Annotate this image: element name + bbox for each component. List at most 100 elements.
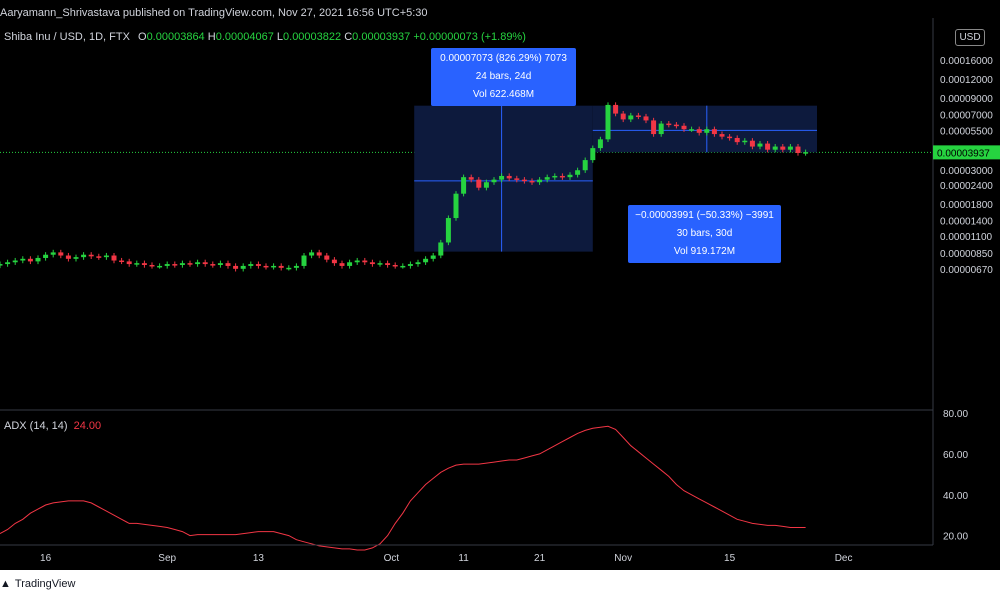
price-tick-label: 0.00012000 (940, 75, 993, 86)
candle-body (803, 152, 809, 154)
candle-body (491, 179, 497, 183)
candle-body (552, 175, 558, 178)
time-tick-label: Sep (158, 553, 176, 564)
time-tick-label: Nov (614, 553, 632, 564)
candle-body (749, 140, 755, 147)
candle-body (772, 146, 778, 150)
open-value: 0.00003864 (146, 31, 205, 43)
candle-body (202, 262, 208, 265)
candle-body (240, 265, 246, 269)
candle-body (119, 260, 125, 263)
candle-body (407, 264, 413, 266)
time-tick-label: 13 (253, 553, 265, 564)
last-price-label: 0.00003937 (937, 148, 990, 159)
candle-body (354, 260, 360, 263)
candle-body (195, 262, 201, 265)
candle-body (278, 265, 284, 268)
high-value: 0.00004067 (215, 31, 274, 43)
adx-legend[interactable]: ADX (14, 14) 24.00 (4, 420, 101, 432)
candle-body (81, 254, 87, 258)
candle-body (483, 182, 489, 188)
candle-body (43, 254, 49, 258)
candle-body (286, 267, 292, 270)
tradingview-icon: ▲ (0, 578, 11, 590)
price-tick-label: 0.00007000 (940, 111, 993, 122)
time-tick-label: Oct (384, 553, 400, 564)
adx-value: 24.00 (73, 420, 102, 432)
price-tick-label: 0.00000670 (940, 265, 993, 276)
candle-body (35, 257, 41, 262)
candle-body (233, 265, 239, 269)
candle-body (666, 123, 672, 126)
candle-body (50, 252, 56, 255)
measure-down-volume: Vol 919.172M (673, 246, 736, 257)
candle-body (544, 177, 550, 180)
adx-tick-label: 40.00 (943, 491, 968, 502)
candle-body (506, 175, 512, 179)
candle-body (111, 255, 117, 261)
candle-body (103, 255, 109, 258)
candle-body (696, 129, 702, 133)
candle-body (499, 175, 505, 180)
measure-down-bars: 30 bars, 30d (676, 228, 733, 239)
candle-body (597, 139, 603, 149)
candle-body (293, 265, 299, 268)
candle-body (210, 264, 216, 266)
price-tick-label: 0.00001400 (940, 216, 993, 227)
price-tick-label: 0.00001100 (940, 232, 993, 243)
candle-body (415, 262, 421, 265)
price-tick-label: 0.00016000 (940, 56, 993, 67)
time-tick-label: Dec (835, 553, 853, 564)
candle-body (689, 129, 695, 131)
candle-body (164, 264, 170, 266)
adx-tick-label: 80.00 (943, 409, 968, 420)
candle-body (681, 125, 687, 130)
candle-body (620, 113, 626, 120)
candle-body (20, 258, 26, 261)
candle-body (795, 146, 801, 153)
candle-body (711, 129, 717, 135)
candle-body (628, 115, 634, 120)
candle-body (172, 264, 178, 266)
candle-body (27, 258, 33, 262)
measure-up-volume: Vol 622.468M (472, 89, 535, 100)
symbol-legend[interactable]: Shiba Inu / USD, 1D, FTX O0.00003864 H0.… (4, 31, 526, 43)
candle-body (514, 178, 520, 180)
brand-name: TradingView (14, 578, 76, 590)
candle-body (651, 120, 657, 135)
candle-body (430, 255, 436, 259)
axes: 0.00016000 0.00012000 0.00009000 0.00007000… (0, 18, 1000, 564)
candle-body (362, 260, 368, 263)
candle-body (157, 265, 163, 268)
tradingview-logo[interactable]: ▲ TradingView (0, 578, 75, 590)
currency-badge[interactable]: USD (955, 29, 985, 46)
measure-up-change: 0.00007073 (826.29%) 7073 (440, 53, 567, 64)
adx-pane (0, 425, 806, 551)
candle-body (575, 170, 581, 175)
candle-body (445, 218, 451, 243)
price-tick-label: 0.00000850 (940, 249, 993, 260)
candles (0, 102, 809, 272)
candle-body (331, 259, 337, 264)
adx-tick-label: 20.00 (943, 532, 968, 543)
time-tick-label: 16 (40, 553, 52, 564)
adx-label: ADX (14, 14) (4, 420, 68, 432)
price-tick-label: 0.00001800 (940, 200, 993, 211)
candle-body (263, 265, 269, 268)
candle-body (187, 263, 193, 265)
open-label: O (138, 31, 147, 43)
price-chart[interactable]: 0.00016000 0.00012000 0.00009000 0.00007000… (0, 0, 1000, 570)
candle-body (73, 257, 79, 259)
candle-body (309, 252, 315, 256)
candle-body (453, 193, 459, 219)
candle-body (316, 252, 322, 256)
candle-body (385, 263, 391, 265)
symbol-name[interactable]: Shiba Inu / USD, 1D, FTX (4, 31, 130, 43)
candle-body (582, 160, 588, 171)
measure-down-change: −0.00003991 (−50.33%) −3991 (635, 210, 774, 221)
candle-body (613, 104, 619, 114)
adx-tick-label: 60.00 (943, 450, 968, 461)
measure-up-bars: 24 bars, 24d (475, 71, 532, 82)
candle-body (248, 264, 254, 266)
measure-down-popup: −0.00003991 (−50.33%) −3991 30 bars, 30d… (628, 205, 781, 263)
